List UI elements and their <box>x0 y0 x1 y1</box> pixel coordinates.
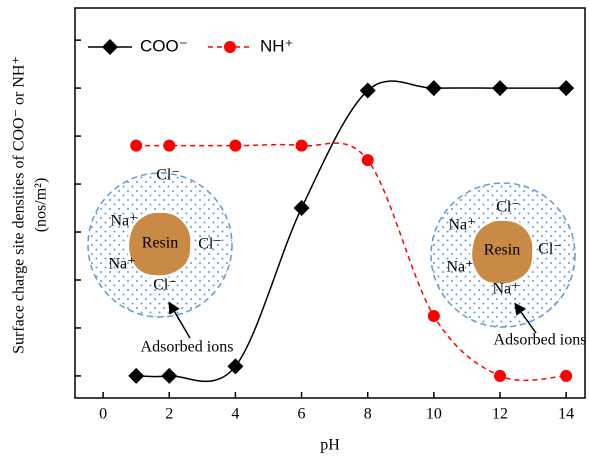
legend-label: COO⁻ <box>140 36 188 55</box>
legend-marker <box>224 41 236 53</box>
annotation-label: Cl⁻ <box>496 199 520 216</box>
legend-label: NH⁺ <box>260 36 294 55</box>
annotation-label: Na⁺ <box>448 217 475 234</box>
annotation-label: Cl⁻ <box>538 241 562 258</box>
y-axis-label: (nos/m²) <box>33 178 50 233</box>
x-tick-label: 14 <box>558 406 574 423</box>
marker <box>426 80 442 96</box>
marker <box>296 140 308 152</box>
marker <box>362 154 374 166</box>
x-tick-label: 0 <box>99 406 107 423</box>
annotation-label: Resin <box>484 242 520 259</box>
marker <box>163 140 175 152</box>
annotation-label: Cl⁻ <box>153 277 177 294</box>
marker <box>560 370 572 382</box>
marker <box>128 368 144 384</box>
x-tick-label: 10 <box>426 406 442 423</box>
annotation-label: Na⁺ <box>446 259 473 276</box>
marker <box>492 80 508 96</box>
x-tick-label: 8 <box>364 406 372 423</box>
marker <box>161 368 177 384</box>
marker <box>558 80 574 96</box>
x-tick-label: 4 <box>231 406 239 423</box>
marker <box>294 200 310 216</box>
annotation-label: Resin <box>142 235 178 252</box>
marker <box>130 140 142 152</box>
annotation-label: Na⁺ <box>492 281 519 298</box>
marker <box>494 370 506 382</box>
x-tick-label: 12 <box>492 406 508 423</box>
annotation-label: Cl⁻ <box>198 236 222 253</box>
x-axis-label: pH <box>320 437 340 454</box>
annotation-label: Cl⁻ <box>156 167 180 184</box>
y-axis-label: Surface charge site densities of COO⁻ or… <box>11 56 28 354</box>
x-tick-label: 6 <box>298 406 306 423</box>
annotation-note: Adsorbed ions <box>141 339 234 356</box>
annotation-label: Na⁺ <box>110 213 137 230</box>
marker <box>428 310 440 322</box>
marker <box>229 140 241 152</box>
page: pH Surface charge site densities of COO⁻… <box>0 0 589 457</box>
legend-marker <box>102 39 118 55</box>
x-tick-label: 2 <box>165 406 173 423</box>
chart: pH Surface charge site densities of COO⁻… <box>0 0 589 457</box>
annotation-note: Adsorbed ions <box>494 332 587 349</box>
annotation-label: Na⁺ <box>108 256 135 273</box>
